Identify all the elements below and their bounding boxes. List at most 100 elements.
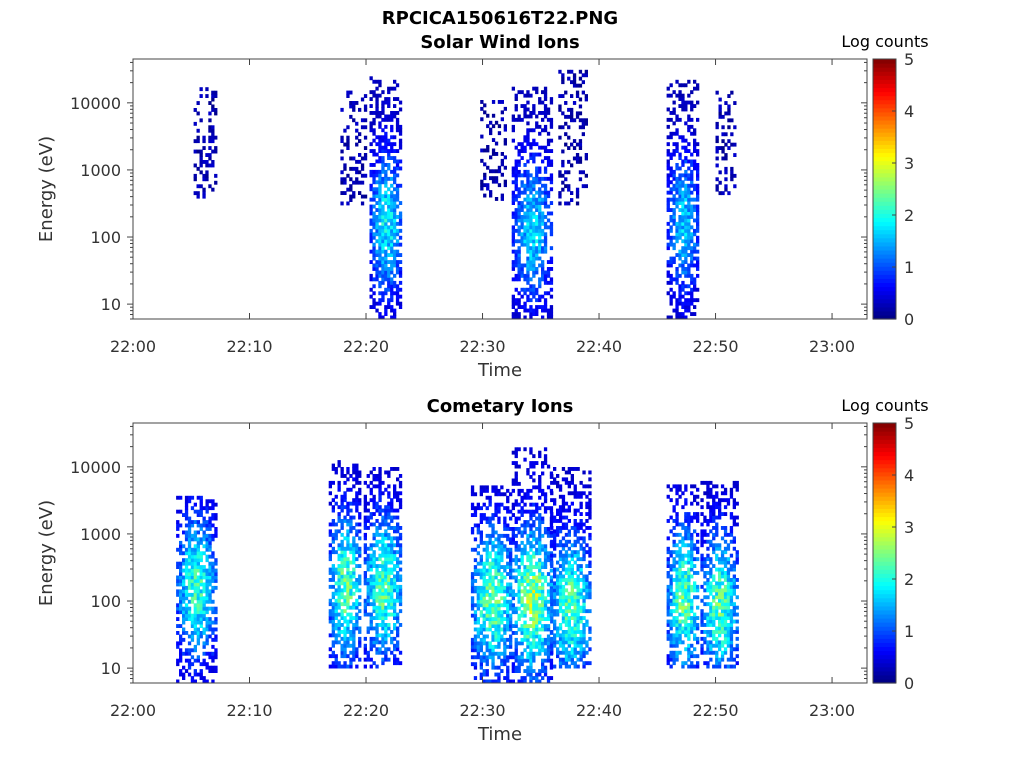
heatmap-cell <box>529 111 532 115</box>
heatmap-cell <box>396 163 399 167</box>
heatmap-cell <box>375 160 378 164</box>
heatmap-cell <box>580 564 583 568</box>
heatmap-cell <box>373 561 376 565</box>
heatmap-cell <box>550 534 553 538</box>
heatmap-cell <box>343 495 346 499</box>
heatmap-cell <box>571 647 574 651</box>
heatmap-cell <box>399 536 402 540</box>
heatmap-cell <box>370 232 373 236</box>
heatmap-cell <box>197 603 200 607</box>
heatmap-cell <box>673 215 676 219</box>
heatmap-cell <box>568 529 571 533</box>
heatmap-cell <box>521 208 524 212</box>
heatmap-cell <box>191 648 194 652</box>
heatmap-cell <box>480 589 483 593</box>
heatmap-cell <box>675 585 678 589</box>
colorbar-segment <box>873 87 896 92</box>
heatmap-cell <box>399 484 402 488</box>
heatmap-cell <box>381 149 384 153</box>
heatmap-cell <box>378 526 381 530</box>
heatmap-cell <box>346 523 349 527</box>
heatmap-cell <box>188 555 191 559</box>
heatmap-cell <box>532 160 535 164</box>
heatmap-cell <box>550 592 553 596</box>
heatmap-cell <box>574 651 577 655</box>
heatmap-cell <box>205 87 208 91</box>
heatmap-cell <box>373 602 376 606</box>
heatmap-cell <box>349 561 352 565</box>
heatmap-cell <box>393 609 396 613</box>
heatmap-cell <box>532 531 535 535</box>
heatmap-cell <box>375 585 378 589</box>
heatmap-cell <box>561 188 564 192</box>
heatmap-cell <box>477 603 480 607</box>
heatmap-cell <box>684 516 687 520</box>
heatmap-cell <box>571 557 574 561</box>
heatmap-cell <box>535 503 538 507</box>
heatmap-cell <box>681 627 684 631</box>
heatmap-cell <box>577 585 580 589</box>
heatmap-cell <box>208 624 211 628</box>
heatmap-cell <box>521 555 524 559</box>
heatmap-cell <box>396 588 399 592</box>
heatmap-cell <box>582 547 585 551</box>
heatmap-cell <box>733 174 736 178</box>
heatmap-cell <box>483 652 486 656</box>
heatmap-cell <box>541 305 544 309</box>
heatmap-cell <box>211 513 214 517</box>
heatmap-cell <box>684 205 687 209</box>
heatmap-cell <box>535 617 538 621</box>
heatmap-cell <box>574 509 577 513</box>
heatmap-cell <box>559 516 562 520</box>
heatmap-cell <box>393 526 396 530</box>
heatmap-cell <box>687 243 690 247</box>
heatmap-cell <box>387 505 390 509</box>
heatmap-cell <box>197 191 200 195</box>
heatmap-cell <box>541 90 544 94</box>
heatmap-cell <box>696 219 699 223</box>
heatmap-cell <box>506 524 509 528</box>
heatmap-cell <box>568 561 571 565</box>
heatmap-cell <box>200 503 203 507</box>
heatmap-cell <box>684 309 687 313</box>
heatmap-cell <box>690 253 693 257</box>
heatmap-cell <box>687 613 690 617</box>
heatmap-cell <box>396 616 399 620</box>
heatmap-cell <box>561 174 564 178</box>
heatmap-cell <box>523 676 526 680</box>
heatmap-cell <box>667 125 670 129</box>
heatmap-cell <box>500 596 503 600</box>
heatmap-cell <box>214 558 217 562</box>
heatmap-cell <box>384 613 387 617</box>
heatmap-cell <box>372 170 375 174</box>
colorbar-segment <box>873 181 896 186</box>
heatmap-cell <box>561 125 564 129</box>
heatmap-cell <box>550 588 553 592</box>
heatmap-cell <box>341 502 344 506</box>
heatmap-cell <box>532 510 535 514</box>
heatmap-cell <box>535 614 538 618</box>
heatmap-cell <box>580 595 583 599</box>
figure-title: RPCICA150616T22.PNG <box>382 8 618 29</box>
heatmap-cell <box>532 142 535 146</box>
heatmap-cell <box>574 491 577 495</box>
heatmap-cell <box>176 641 179 645</box>
heatmap-cell <box>200 583 203 587</box>
heatmap-cell <box>535 180 538 184</box>
heatmap-cell <box>495 197 498 201</box>
heatmap-cell <box>206 506 209 510</box>
heatmap-cell <box>343 505 346 509</box>
heatmap-cell <box>343 633 346 637</box>
heatmap-cell <box>550 543 553 547</box>
heatmap-cell <box>387 177 390 181</box>
heatmap-cell <box>341 519 344 523</box>
heatmap-cell <box>396 571 399 575</box>
heatmap-cell <box>352 467 355 471</box>
heatmap-cell <box>523 239 526 243</box>
heatmap-cell <box>176 524 179 528</box>
heatmap-cell <box>214 569 217 573</box>
heatmap-cell <box>696 215 699 219</box>
heatmap-cell <box>182 583 185 587</box>
heatmap-cell <box>538 187 541 191</box>
heatmap-cell <box>532 104 535 108</box>
